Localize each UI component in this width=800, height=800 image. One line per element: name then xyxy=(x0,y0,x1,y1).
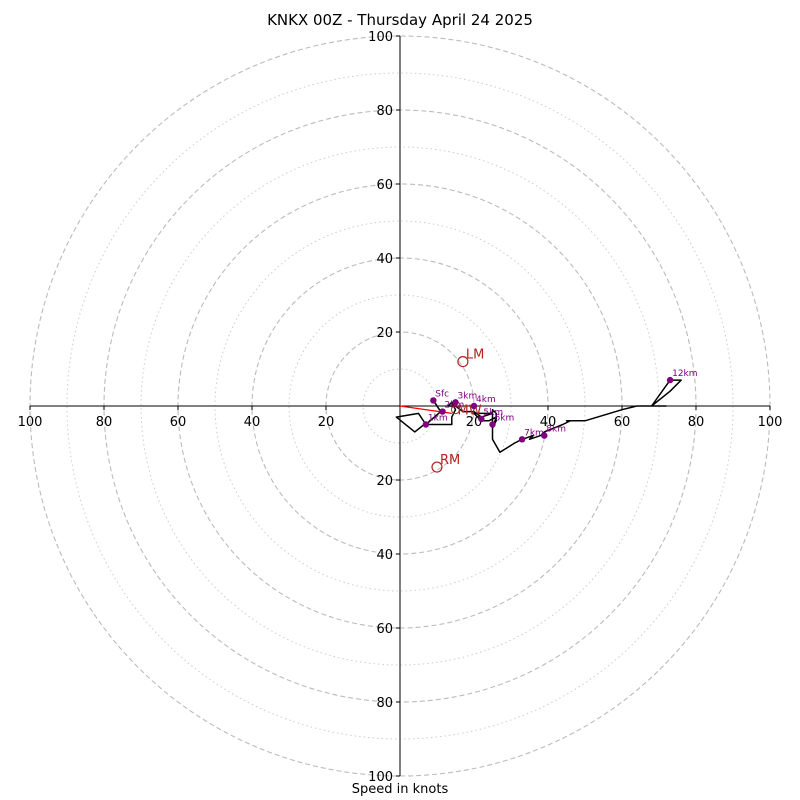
x-tick-label: 40 xyxy=(540,415,557,430)
height-label-7km: 7km xyxy=(524,428,544,438)
storm-motion-marker-lm xyxy=(457,356,469,368)
height-marker-3km xyxy=(452,399,459,406)
x-tick-label: 40 xyxy=(244,415,261,430)
tick-labels: 20 20 20 20 40 40 40 40 60 60 60 60 80 80 80 80 100 100 10… xyxy=(18,30,783,785)
y-tick-label: 40 xyxy=(376,252,393,267)
mean-wind-marker xyxy=(451,405,460,415)
height-marker-7km xyxy=(518,436,526,443)
y-tick-label: 20 xyxy=(376,474,393,489)
height-marker-2km xyxy=(439,408,446,415)
y-tick-label: 100 xyxy=(368,30,393,45)
height-label-4km: 4km xyxy=(476,395,496,405)
height-marker-1km xyxy=(422,421,430,428)
storm-motion-marker-rm xyxy=(431,461,443,473)
storm-motion-label-lm: LM xyxy=(466,348,484,363)
height-label-3km: 3km xyxy=(458,391,478,401)
x-tick-label: 60 xyxy=(614,415,631,430)
chart-title: KNKX 00Z - Thursday April 24 2025 xyxy=(267,11,533,29)
height-marker-5km xyxy=(478,415,485,423)
height-label-5km: 5km xyxy=(483,408,503,418)
x-tick-label: 100 xyxy=(18,415,43,430)
height-marker-6km xyxy=(489,421,496,428)
height-label-8km: 8km xyxy=(546,425,566,435)
x-tick-label: 20 xyxy=(466,415,483,430)
height-label-2km: 2km xyxy=(445,401,465,411)
x-axis-label: Speed in knots xyxy=(351,782,449,797)
y-tick-label: 20 xyxy=(376,326,393,341)
y-tick-label: 60 xyxy=(376,178,393,193)
storm-motion-label-rm: RM xyxy=(440,453,460,468)
hodograph-trace xyxy=(395,379,682,454)
height-label-12km: 12km xyxy=(672,369,697,379)
x-tick-label: 20 xyxy=(318,415,335,430)
hodograph-trace-group xyxy=(395,379,682,454)
y-tick-label: 100 xyxy=(368,770,393,785)
x-tick-label: 60 xyxy=(170,415,187,430)
height-label-6km: 6km xyxy=(495,414,515,424)
y-tick-label: 40 xyxy=(376,548,393,563)
y-tick-label: 80 xyxy=(376,696,393,711)
x-tick-label: 100 xyxy=(758,415,783,430)
height-marker-8km xyxy=(541,432,548,439)
y-tick-label: 80 xyxy=(376,104,393,119)
height-marker-4km xyxy=(470,402,478,410)
x-tick-label: 80 xyxy=(96,415,113,430)
height-label-sfc: Sfc xyxy=(435,389,449,399)
height-label-1km: 1km xyxy=(428,414,448,424)
y-tick-label: 60 xyxy=(376,622,393,637)
height-marker-12km xyxy=(666,376,674,384)
height-marker-sfc xyxy=(430,397,437,404)
x-tick-label: 80 xyxy=(688,415,705,430)
